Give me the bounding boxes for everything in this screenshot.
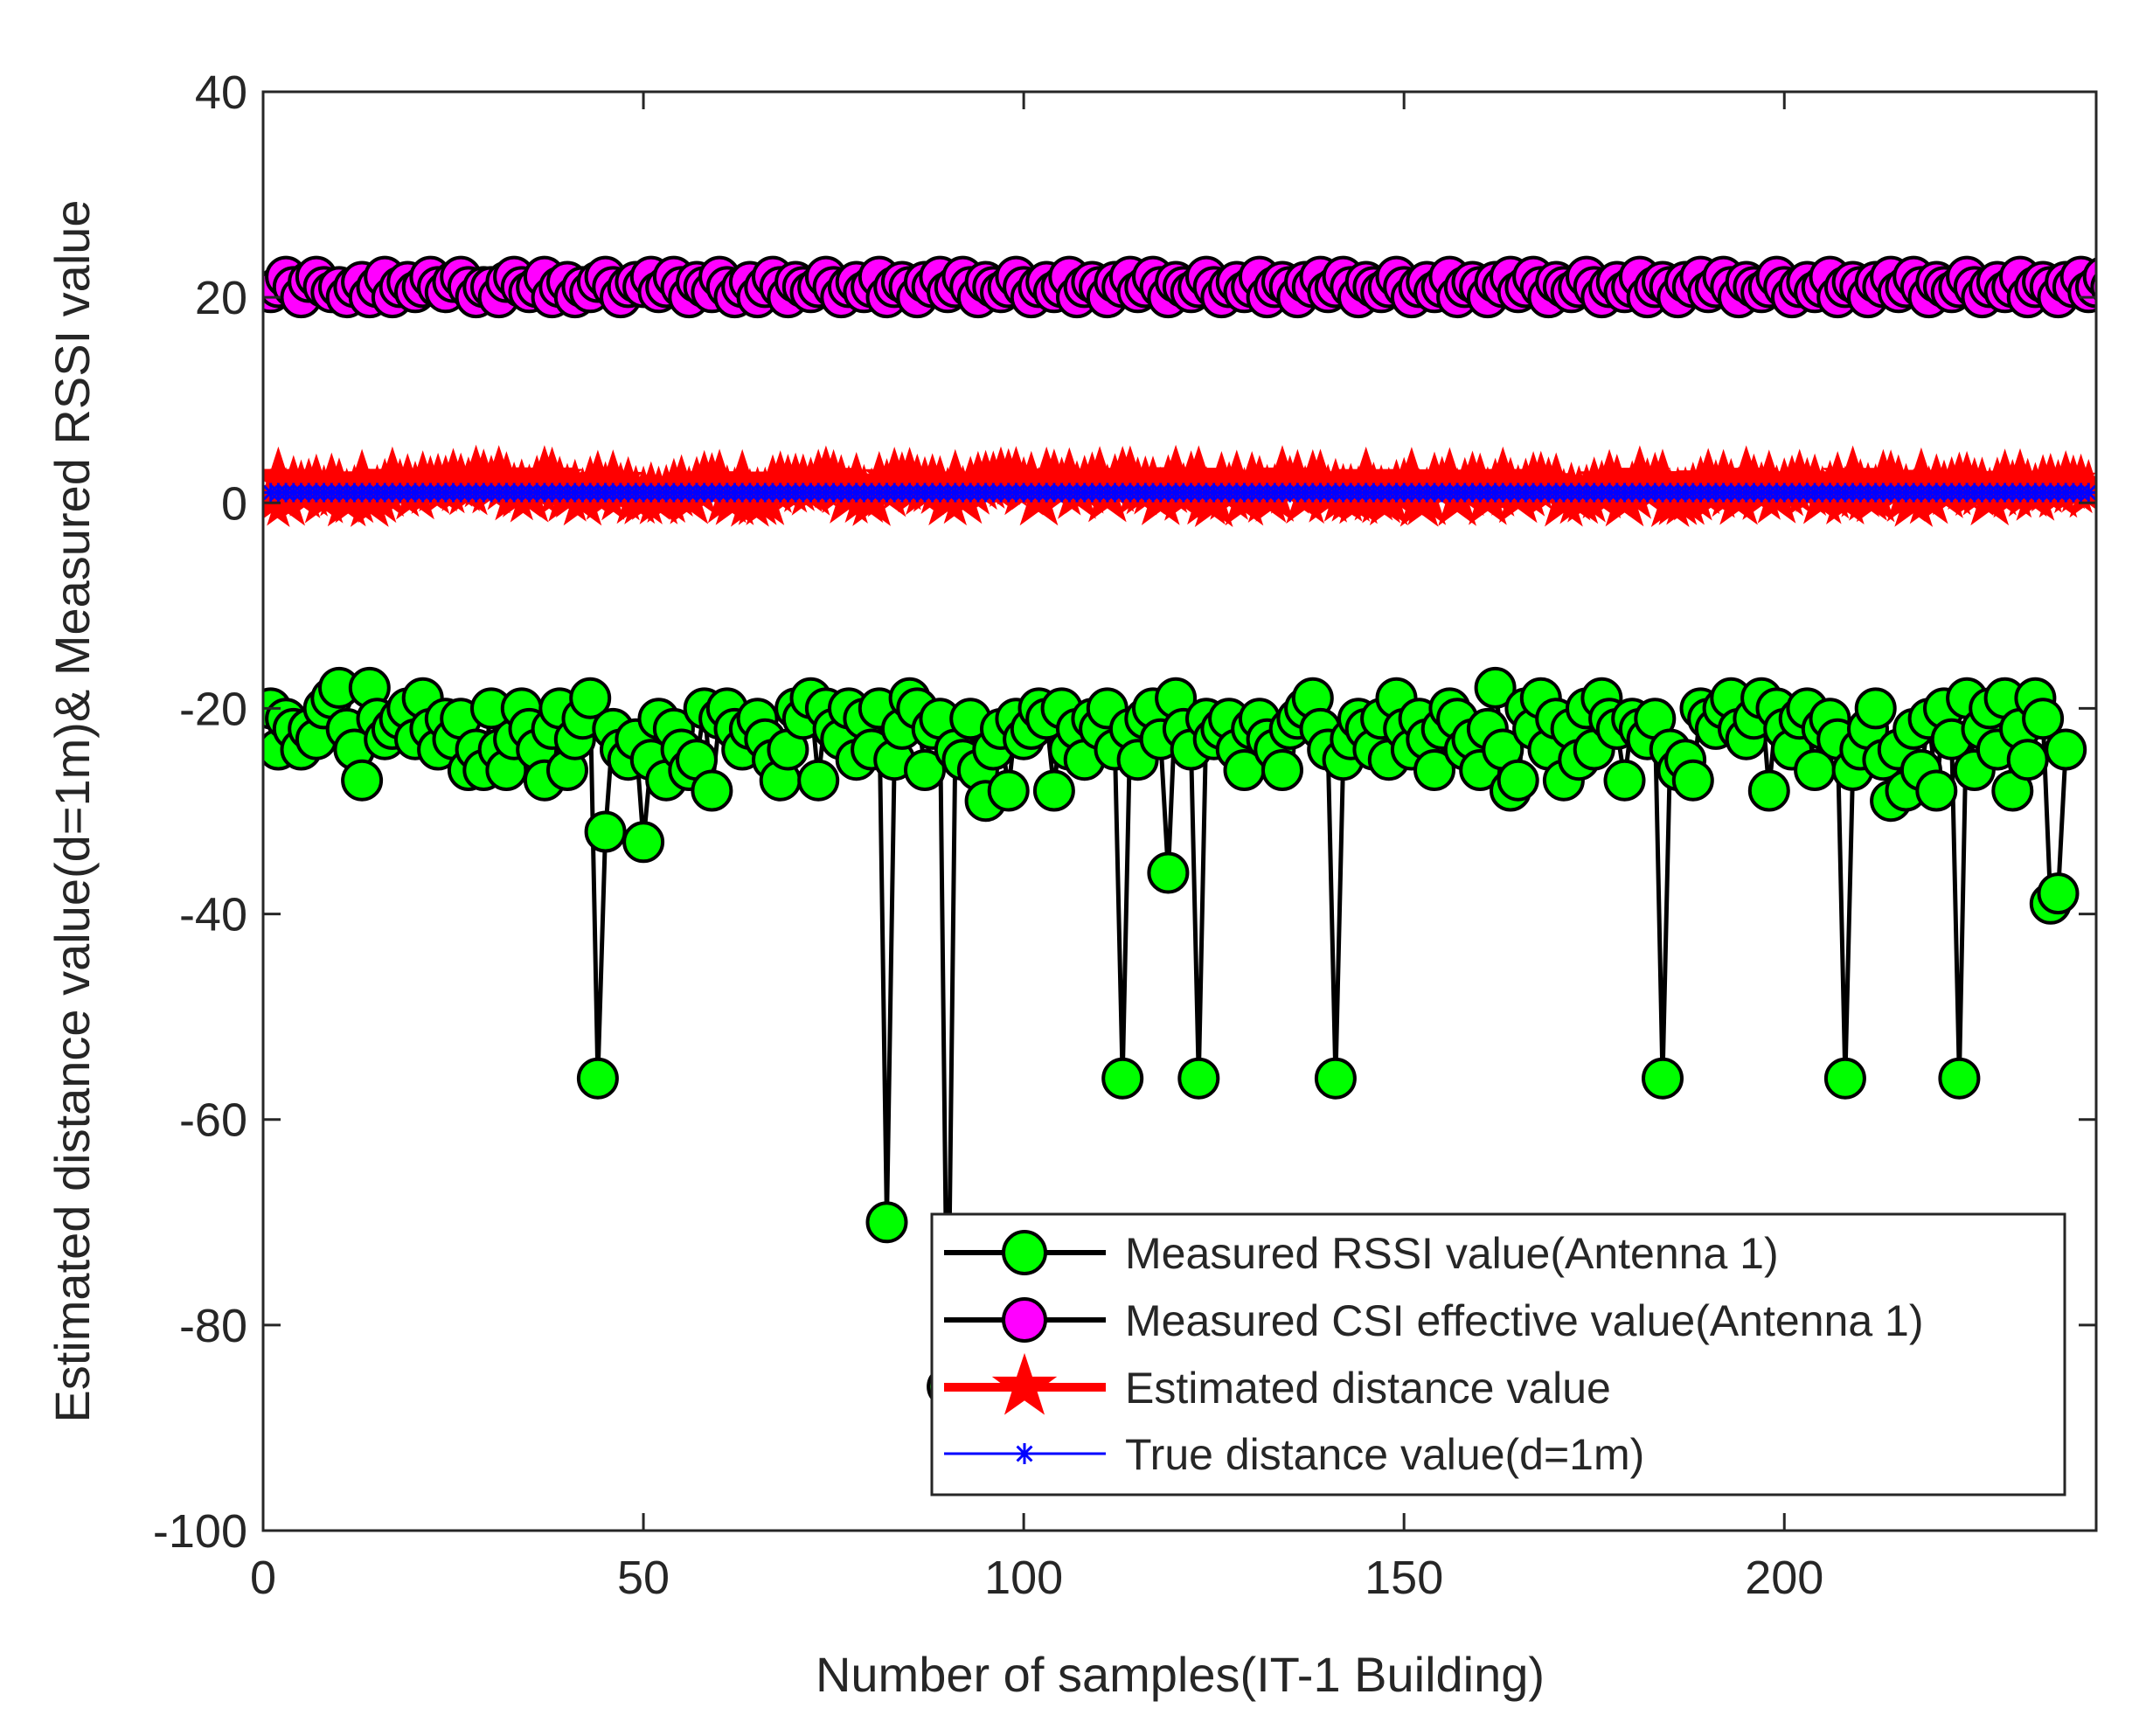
legend-box: [930, 1212, 2066, 1496]
legend-marker: [991, 1352, 1058, 1415]
rssi-point: [691, 769, 733, 812]
rssi-point: [904, 749, 946, 791]
legend-item: Measured CSI effective value(Antenna 1): [944, 1296, 1923, 1345]
rssi-point: [865, 1201, 908, 1244]
rssi-point: [1261, 749, 1303, 791]
rssi-point: [1938, 1057, 1981, 1100]
rssi-point: [2022, 698, 2065, 740]
rssi-point: [2045, 728, 2087, 771]
legend-marker: [1014, 1443, 1035, 1464]
legend-label: True distance value(d=1m): [1125, 1430, 1644, 1479]
rssi-point: [576, 1057, 619, 1100]
x-tick-label: 50: [617, 1552, 670, 1604]
rssi-point: [1823, 1057, 1866, 1100]
rssi-point: [1314, 1057, 1357, 1100]
series-layer: [263, 255, 2096, 1408]
legend: Measured RSSI value(Antenna 1) Measured C…: [930, 1212, 2066, 1496]
legend-item: True distance value(d=1m): [944, 1430, 1644, 1479]
y-tick-label: 0: [221, 477, 247, 530]
rssi-point: [1147, 851, 1190, 894]
y-tick-label: -20: [179, 683, 247, 735]
rssi-point: [1854, 687, 1897, 730]
x-tick-label: 100: [984, 1552, 1063, 1604]
legend-marker: [1002, 1297, 1047, 1343]
x-tick-label: 0: [250, 1552, 276, 1604]
rssi-point: [1101, 1057, 1144, 1100]
legend-label: Measured RSSI value(Antenna 1): [1125, 1229, 1779, 1278]
rssi-point: [341, 759, 384, 802]
rssi-point: [1603, 759, 1646, 802]
plot-frame-border: [261, 90, 2098, 1532]
series-true-distance-markers: [263, 483, 2096, 503]
rssi-point: [1177, 1057, 1220, 1100]
rssi-point: [1747, 769, 1790, 812]
rssi-point: [1032, 769, 1075, 812]
y-tick-label: -80: [179, 1300, 247, 1352]
rssi-point: [1474, 666, 1517, 709]
rssi-point: [569, 677, 612, 719]
rssi-point: [987, 769, 1030, 812]
series-rssi-markers: [263, 666, 2087, 1408]
x-tick-label: 200: [1745, 1552, 1823, 1604]
legend-item: Estimated distance value: [944, 1352, 1611, 1415]
series-csi-markers: [263, 255, 2096, 319]
y-axis-label: Estimated distance value(d=1m)& Measured…: [45, 199, 100, 1422]
rssi-point: [1915, 769, 1958, 812]
y-tick-label: -40: [179, 889, 247, 941]
rssi-point: [1413, 749, 1455, 791]
legend-item: Measured RSSI value(Antenna 1): [944, 1229, 1779, 1278]
rssi-point: [1497, 759, 1539, 802]
y-tick-label: -60: [179, 1094, 247, 1147]
rssi-point: [1642, 1057, 1684, 1100]
legend-label: Estimated distance value: [1125, 1364, 1611, 1413]
rssi-point: [584, 810, 627, 853]
x-tick-label: 150: [1365, 1552, 1443, 1604]
legend-label: Measured CSI effective value(Antenna 1): [1125, 1296, 1923, 1345]
x-axis-label: Number of samples(IT-1 Building): [816, 1647, 1545, 1702]
rssi-point: [2006, 739, 2049, 781]
rssi-point: [1671, 759, 1714, 802]
rssi-point: [622, 821, 665, 864]
y-tick-label: -100: [153, 1505, 247, 1558]
rssi-point: [797, 759, 840, 802]
legend-marker: [1002, 1230, 1047, 1275]
rssi-point: [2037, 872, 2080, 915]
y-tick-label: 40: [195, 66, 247, 119]
legend-items: Measured RSSI value(Antenna 1) Measured C…: [944, 1229, 1923, 1479]
y-tick-label: 20: [195, 272, 247, 324]
